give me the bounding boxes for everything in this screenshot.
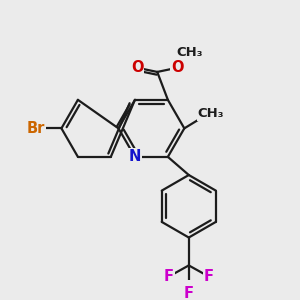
Text: CH₃: CH₃ bbox=[177, 46, 203, 59]
Text: Br: Br bbox=[27, 121, 45, 136]
Text: N: N bbox=[129, 149, 141, 164]
Text: O: O bbox=[171, 60, 184, 75]
Text: F: F bbox=[204, 269, 214, 284]
Text: F: F bbox=[164, 269, 174, 284]
Text: F: F bbox=[184, 286, 194, 300]
Text: CH₃: CH₃ bbox=[198, 107, 224, 120]
Text: O: O bbox=[131, 60, 143, 75]
